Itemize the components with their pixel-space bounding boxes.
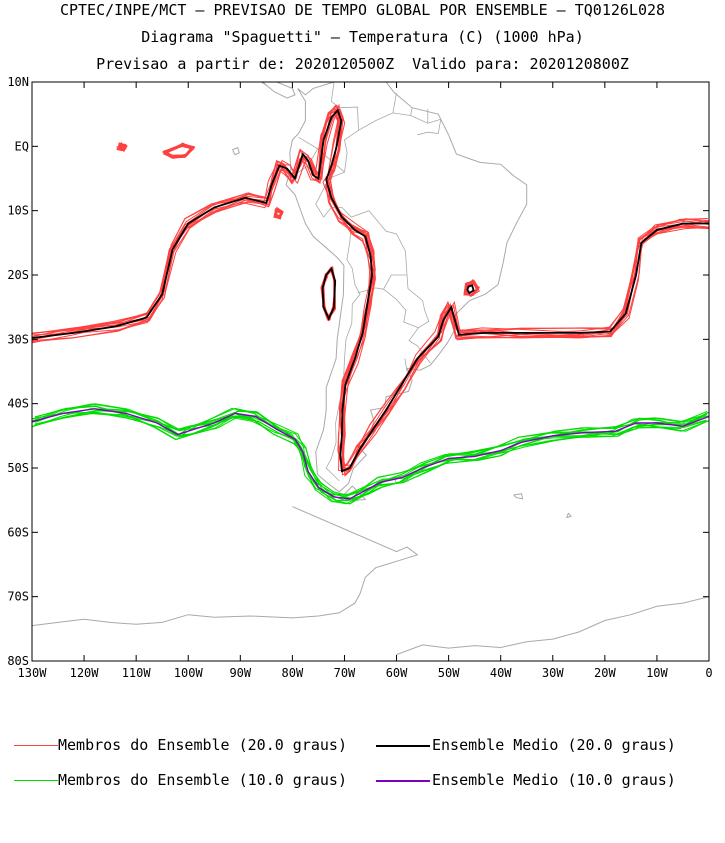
coastline-5 [396,596,710,656]
spaghetti-chart: 130W 120W 110W 100W 90W 80W 70W 60W 50W 40W 30W 20W… [7,75,712,680]
coastline-6 [513,493,524,500]
x-tick-label-9: 40W [490,666,512,680]
series-line-member20-2-0 [31,113,710,477]
x-tick-label-2: 110W [122,666,152,680]
x-tick-label-10: 30W [542,666,564,680]
coastline-4 [31,506,419,627]
legend-swatch-member20 [14,745,58,746]
series-layer [31,103,710,505]
country-border-6 [383,288,419,329]
legend-item-mean10: Ensemble Medio (10.0 graus) [376,771,676,843]
series-isoline-member20-11-3 [118,145,129,150]
coastline-2 [214,81,296,99]
legend-label-member10: Membros do Ensemble (10.0 graus) [58,771,347,789]
legend-item-mean20: Ensemble Medio (20.0 graus) [376,736,676,808]
legend-swatch-member10 [14,780,58,781]
legend-label-mean20: Ensemble Medio (20.0 graus) [432,736,676,754]
series-isoline-member20-10-2 [164,142,196,156]
series-isoline-member20-11-1 [465,278,480,296]
series-line-member10-6-0 [35,405,707,502]
x-tick-label-5: 80W [282,666,304,680]
plot-frame [31,81,710,662]
coastline-8 [232,146,240,156]
y-tick-label-3: 20S [7,268,29,282]
ticks-layer: 130W 120W 110W 100W 90W 80W 70W 60W 50W 40W 30W 20W… [7,75,712,680]
country-border-0 [315,81,431,364]
country-border-7 [358,112,441,131]
series-isoline-member20-8-1 [464,281,480,296]
legend-swatch-mean20 [376,745,430,747]
chart-title-line-2: Diagrama "Spaguetti" – Temperatura (C) (… [141,28,584,46]
country-border-11 [417,119,442,136]
x-tick-label-4: 90W [229,666,251,680]
legend-swatch-mean10 [376,780,430,782]
x-tick-label-7: 60W [386,666,408,680]
legend-item-member20: Membros do Ensemble (20.0 graus) [14,736,347,808]
map-layer [31,81,710,656]
chart-title-line-3: Previsao a partir de: 2020120500Z Valido… [96,55,629,73]
chart-title-line-1: CPTEC/INPE/MCT – PREVISAO DE TEMPO GLOBA… [59,1,666,19]
legend-label-member20: Membros do Ensemble (20.0 graus) [58,736,347,754]
series-line-member20-11-0 [31,109,710,473]
series-isoline-member20-10-4 [273,208,284,218]
y-tick-label-4: 30S [7,332,29,346]
series-line-member20-5-0 [31,103,707,467]
y-tick-label-2: 10S [7,204,29,218]
series-line-member20-9-0 [32,113,710,476]
x-tick-label-8: 50W [438,666,460,680]
x-tick-label-1: 120W [70,666,100,680]
x-tick-label-0: 130W [18,666,48,680]
y-tick-label-9: 80S [7,654,29,668]
y-tick-label-5: 40S [7,397,29,411]
x-tick-label-3: 100W [174,666,204,680]
legend-item-member10: Membros do Ensemble (10.0 graus) [14,771,347,843]
legend-label-mean10: Ensemble Medio (10.0 graus) [432,771,676,789]
x-tick-label-11: 20W [594,666,616,680]
series-isoline-member20-11-4 [273,209,284,219]
y-tick-label-1: EQ [15,139,29,153]
series-isoline-mean20-0-1 [466,284,475,295]
series-mean10 [31,408,710,500]
series-line-mean10-0-0 [31,408,710,500]
country-border-5 [357,274,407,294]
y-tick-label-0: 10N [7,75,29,89]
x-tick-label-13: 0 [705,666,712,680]
coastline-9 [566,512,572,519]
coastline-0 [285,81,528,493]
series-mean20 [31,108,709,473]
y-tick-label-6: 50S [7,461,29,475]
series-member10 [31,403,710,505]
country-border-9 [410,107,413,116]
country-border-12 [404,358,408,372]
series-line-member10-11-0 [31,410,710,500]
series-line-mean20-0-0 [31,108,709,473]
series-isoline-mean20-0-0 [321,266,337,321]
country-border-8 [392,92,397,113]
y-tick-label-7: 60S [7,525,29,539]
y-tick-label-8: 70S [7,590,29,604]
x-tick-label-12: 10W [646,666,668,680]
series-line-member20-6-0 [31,113,710,477]
series-isoline-member20-11-2 [163,144,195,158]
x-tick-label-6: 70W [334,666,356,680]
country-border-4 [325,258,361,482]
